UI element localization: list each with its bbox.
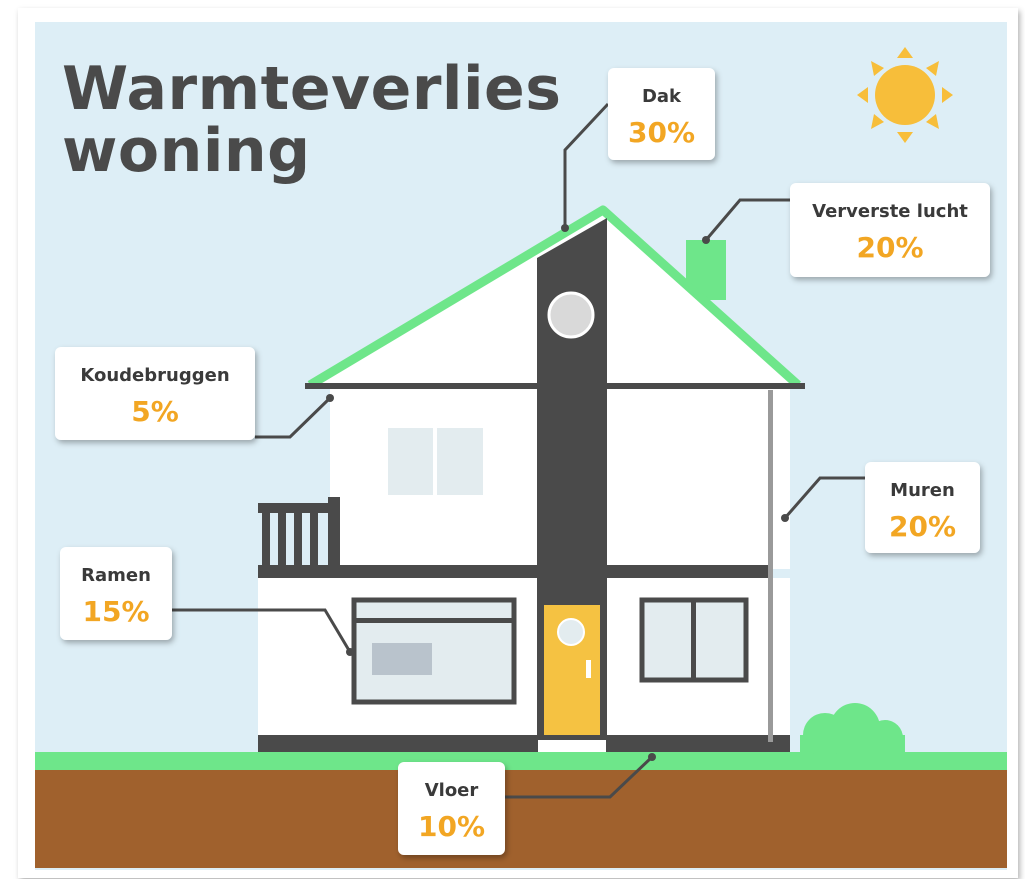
downpipe <box>768 390 773 742</box>
callout-label: Koudebruggen <box>80 365 229 386</box>
callout-value: 30% <box>628 116 695 149</box>
door-window <box>558 619 584 645</box>
leader-dot <box>648 753 656 761</box>
callout-label: Dak <box>642 86 682 107</box>
callout-value: 5% <box>131 395 179 428</box>
door-handle <box>586 660 591 678</box>
leader-dot <box>346 648 354 656</box>
callout-value: 15% <box>82 595 149 628</box>
window-frame <box>433 428 437 495</box>
grass <box>35 752 1007 770</box>
leader-dot <box>561 224 569 232</box>
window-frame <box>354 618 514 623</box>
foundation <box>258 735 790 752</box>
callout-label: Muren <box>890 480 955 501</box>
round-window <box>549 293 593 337</box>
leader-dot <box>781 514 789 522</box>
callout-value: 10% <box>418 810 485 843</box>
window-frame <box>691 600 696 680</box>
infographic: Dak 30% Ververste lucht 20% Koudebruggen 5% Mu… <box>0 0 1025 879</box>
callout-value: 20% <box>889 510 956 543</box>
window-detail <box>372 643 432 675</box>
doorstep <box>538 740 606 752</box>
callout-value: 20% <box>856 231 923 264</box>
leader-dot <box>702 236 710 244</box>
title: Warmteverlies woning <box>62 58 532 182</box>
callout-label: Ververste lucht <box>812 201 968 222</box>
callout-label: Ramen <box>81 565 151 586</box>
leader-dot <box>326 394 334 402</box>
soil <box>35 770 1007 868</box>
callout-label: Vloer <box>425 780 479 801</box>
